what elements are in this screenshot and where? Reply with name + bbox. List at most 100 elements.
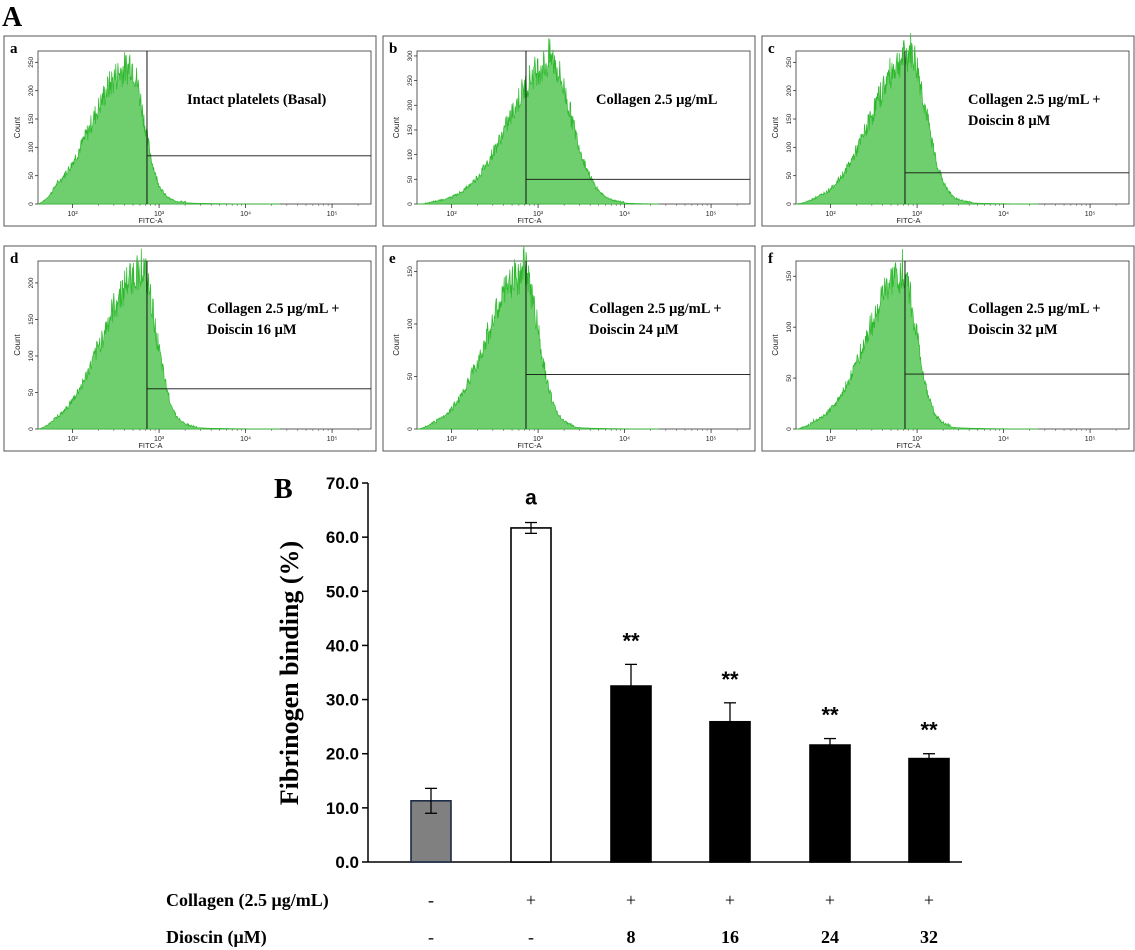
panel-caption: Collagen 2.5 μg/mL + [207,301,340,317]
significance-label: ** [821,703,839,728]
condition-value: 16 [721,927,739,947]
condition-value: + [924,890,934,910]
y-tick-label: 150 [786,113,793,124]
y-tick-label: 100 [407,149,414,160]
panel-caption: Collagen 2.5 μg/mL + [968,301,1101,317]
histogram-panel-f: 0 50 100 150 10² 10³ 10⁴ 10⁵ FITC-A Count f Collage… [761,245,1135,452]
bar [709,720,751,863]
y-tick-label: 30.0 [326,691,359,710]
y-tick-label: 70.0 [326,474,359,493]
condition-value: + [526,890,536,910]
panel-letter: f [768,251,774,267]
x-tick-label: 10⁴ [619,211,630,218]
y-tick-label: 0 [407,202,414,206]
y-tick-label: 250 [407,75,414,86]
x-tick-label: 10³ [154,211,165,218]
y-tick-label: 50 [28,388,35,396]
x-tick-label: 10³ [912,211,923,218]
x-tick-label: 10³ [533,211,544,218]
y-tick-label: 100 [786,321,793,332]
x-axis-label: FITC-A [896,441,920,450]
x-axis-label: FITC-A [138,441,162,450]
bar [510,527,552,863]
condition-value: - [428,927,434,947]
fibrinogen-binding-bar-chart: B Fibrinogen binding (%) 0.0 10.0 20.0 30.0… [166,474,962,948]
y-tick-label: 0.0 [335,853,359,872]
x-tick-label: 10⁴ [998,436,1009,443]
histogram-panel-c: 0 50 100 150 200 250 10² 10³ 10⁴ 10⁵ FITC-A Count c C… [761,32,1135,227]
fitc-histogram [417,246,660,430]
x-tick-label: 10³ [912,436,923,443]
y-tick-label: 200 [28,85,35,96]
bar [809,744,851,863]
panel-letter: a [10,41,18,57]
condition-value: + [825,890,835,910]
y-tick-label: 0 [28,202,35,206]
y-tick-label: 150 [407,124,414,135]
y-tick-label: 300 [407,50,414,61]
x-tick-label: 10⁴ [240,211,251,218]
significance-label: ** [920,718,938,743]
condition-value: 32 [920,927,938,947]
panel-letter: d [10,251,19,267]
y-tick-label: 60.0 [326,528,359,547]
panel-caption: Doiscin 24 μM [589,322,679,338]
y-tick-label: 20.0 [326,745,359,764]
panel-caption: Doiscin 32 μM [968,322,1058,338]
x-axis-label: FITC-A [517,441,541,450]
x-tick-label: 10² [68,436,79,443]
x-tick-label: 10⁵ [327,436,338,443]
bar [610,685,652,863]
y-tick-label: 50 [28,172,35,180]
fitc-histogram [37,248,281,430]
y-tick-label: 250 [28,57,35,68]
histogram-panel-e: 0 50 100 150 10² 10³ 10⁴ 10⁵ FITC-A Count e Collage… [382,245,756,452]
y-tick-label: 0 [407,427,414,431]
condition-value: + [725,890,735,910]
panel-frame [3,245,377,452]
x-tick-label: 10² [826,436,837,443]
y-tick-label: 150 [407,266,414,277]
significance-label: ** [622,628,640,653]
panel-a-label: A [2,2,23,33]
panel-letter: e [389,251,396,267]
panel-letter: c [768,41,775,57]
x-tick-label: 10⁵ [706,436,717,443]
y-axis-label: Count [392,116,401,138]
x-tick-label: 10⁵ [706,211,717,218]
y-axis-label: Count [771,116,780,138]
x-tick-label: 10⁴ [240,436,251,443]
condition-value: 8 [627,927,636,947]
y-tick-label: 50 [407,175,414,183]
x-axis-label: FITC-A [896,216,920,225]
panel-caption: Collagen 2.5 μg/mL + [968,92,1101,108]
condition-value: + [626,890,636,910]
condition-value: 24 [821,927,839,947]
x-tick-label: 10² [447,211,458,218]
y-axis-label: Count [392,334,401,356]
panel-caption: Doiscin 16 μM [207,322,297,338]
panel-caption: Collagen 2.5 μg/mL + [589,301,722,317]
condition-value: - [528,927,534,947]
histogram-panel-b: 0 50 100 150 200 250 300 10² 10³ 10⁴ 10⁵ FITC-A Coun… [382,35,756,227]
y-tick-label: 0 [28,427,35,431]
bar [908,757,950,863]
y-tick-label: 10.0 [326,799,359,818]
histogram-panel-d: 0 50 100 150 200 10² 10³ 10⁴ 10⁵ FITC-A Count d Coll… [3,245,377,452]
panel-caption: Intact platelets (Basal) [187,92,327,108]
y-tick-label: 100 [407,318,414,329]
y-axis-label: Count [13,116,22,138]
x-tick-label: 10² [826,211,837,218]
x-tick-label: 10⁵ [1085,436,1096,443]
y-tick-label: 200 [28,277,35,288]
y-tick-label: 150 [786,270,793,281]
fitc-histogram [37,52,281,205]
y-tick-label: 200 [407,99,414,110]
x-tick-label: 10⁴ [998,211,1009,218]
condition-row-label: Dioscin (μM) [166,927,267,948]
panel-b-label: B [274,474,293,505]
fitc-histogram [795,32,1039,205]
y-tick-label: 50 [786,172,793,180]
x-tick-label: 10⁴ [619,436,630,443]
panel-caption: Collagen 2.5 μg/mL [596,92,718,108]
